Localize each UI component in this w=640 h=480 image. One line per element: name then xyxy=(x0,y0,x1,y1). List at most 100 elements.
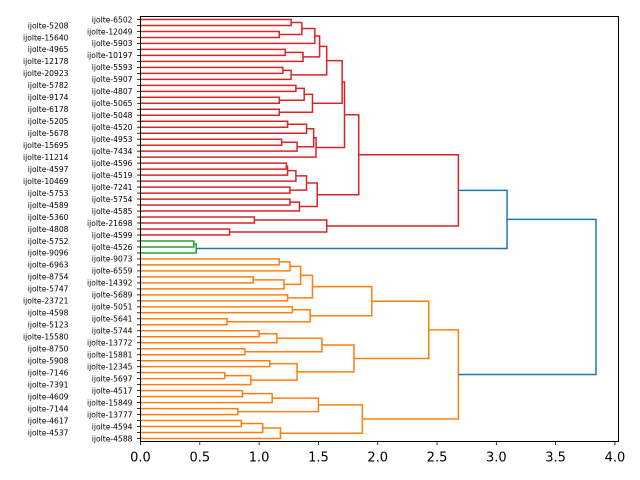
dendrogram-link xyxy=(196,189,508,250)
leaf-label: ijolte-10197 xyxy=(87,51,133,60)
leaf-label: ijolte-4597 xyxy=(28,165,69,174)
leaf-label: ijolte-10469 xyxy=(23,177,69,186)
leaf-label: ijolte-9096 xyxy=(28,249,69,258)
leaf-label: ijolte-5048 xyxy=(92,111,133,120)
leaf-label: ijolte-15640 xyxy=(23,33,69,42)
leaf-label: ijolte-8754 xyxy=(28,273,69,282)
leaf-label: ijolte-13772 xyxy=(87,339,133,348)
dendrogram-link xyxy=(140,374,252,386)
dendrogram-link xyxy=(140,333,278,344)
leaf-label: ijolte-7146 xyxy=(28,368,69,377)
dendrogram-links xyxy=(140,18,597,440)
dendrogram-link xyxy=(316,81,346,149)
dendrogram-link xyxy=(140,258,281,266)
leaf-label: ijolte-9073 xyxy=(92,255,133,264)
dendrogram-link xyxy=(227,309,311,323)
leaf-label: ijolte-5641 xyxy=(92,315,133,324)
dendrogram-link xyxy=(280,404,364,435)
dendrogram-link xyxy=(140,419,243,428)
leaf-label: ijolte-4519 xyxy=(92,171,133,180)
dendrogram-link xyxy=(140,347,246,356)
x-tick-label: 0.5 xyxy=(189,451,210,466)
x-tick-label: 2.0 xyxy=(367,451,388,466)
leaf-labels: ijolte-6502 ijolte-5208 ijolte-12049 ijolte… xyxy=(23,15,141,443)
dendrogram-link xyxy=(302,35,321,58)
dendrogram-link xyxy=(291,45,328,76)
dendrogram-link xyxy=(287,274,314,299)
leaf-label: ijolte-4589 xyxy=(28,201,69,210)
dendrogram-link xyxy=(140,276,254,284)
leaf-label: ijolte-4617 xyxy=(28,416,69,425)
leaf-label: ijolte-4594 xyxy=(92,422,133,431)
dendrogram-link xyxy=(140,261,291,272)
leaf-label: ijolte-4526 xyxy=(92,243,133,252)
dendrogram-link xyxy=(140,427,282,440)
leaf-label: ijolte-15849 xyxy=(87,398,133,407)
leaf-label: ijolte-12178 xyxy=(23,57,69,66)
dendrogram-link xyxy=(299,182,318,208)
leaf-label: ijolte-15580 xyxy=(23,333,69,342)
dendrogram-link xyxy=(140,141,298,152)
leaf-label: ijolte-6502 xyxy=(92,15,133,24)
leaf-label: ijolte-8750 xyxy=(28,345,69,354)
leaf-label: ijolte-5908 xyxy=(28,356,69,365)
leaf-label: ijolte-4965 xyxy=(28,45,69,54)
leaf-label: ijolte-5697 xyxy=(92,374,133,383)
leaf-label: ijolte-5744 xyxy=(92,327,133,336)
dendrogram-link xyxy=(326,153,460,227)
leaf-label: ijolte-23721 xyxy=(23,297,69,306)
dendrogram-link xyxy=(140,136,317,158)
leaf-label: ijolte-4953 xyxy=(92,135,133,144)
dendrogram-link xyxy=(310,285,373,317)
leaf-label: ijolte-15695 xyxy=(23,141,69,150)
leaf-label: ijolte-7391 xyxy=(28,380,69,389)
dendrogram-link xyxy=(140,359,271,368)
leaf-label: ijolte-4520 xyxy=(92,123,133,132)
x-tick-label: 1.0 xyxy=(249,451,270,466)
dendrogram-link xyxy=(140,228,231,236)
leaf-label: ijolte-4808 xyxy=(28,225,69,234)
dendrogram-link xyxy=(140,48,286,57)
leaf-label: ijolte-6178 xyxy=(28,105,69,114)
dendrogram-link xyxy=(297,344,355,373)
leaf-label: ijolte-15881 xyxy=(87,351,133,360)
dendrogram-link xyxy=(140,18,292,27)
dendrogram-link xyxy=(140,306,294,314)
leaf-label: ijolte-4599 xyxy=(92,231,133,240)
x-tick-label: 3.0 xyxy=(486,451,507,466)
leaf-label: ijolte-7144 xyxy=(28,404,69,413)
leaf-label: ijolte-5753 xyxy=(28,189,69,198)
leaf-label: ijolte-5360 xyxy=(28,213,69,222)
dendrogram-link xyxy=(140,392,273,404)
leaf-label: ijolte-5051 xyxy=(92,303,133,312)
dendrogram-link xyxy=(140,162,288,170)
dendrogram-link xyxy=(140,198,291,206)
leaf-label: ijolte-20923 xyxy=(23,69,69,78)
dendrogram-link xyxy=(279,93,314,114)
leaf-label: ijolte-5903 xyxy=(92,39,133,48)
leaf-label: ijolte-12345 xyxy=(87,362,133,371)
dendrogram-link xyxy=(140,69,292,81)
leaf-label: ijolte-21698 xyxy=(87,219,133,228)
leaf-label: ijolte-5208 xyxy=(28,21,69,30)
leaf-label: ijolte-5782 xyxy=(28,81,69,90)
leaf-label: ijolte-6559 xyxy=(92,267,133,276)
dendrogram-link xyxy=(140,294,289,302)
dendrogram-link xyxy=(289,175,308,191)
leaf-label: ijolte-14392 xyxy=(87,279,133,288)
x-tick-label: 3.5 xyxy=(545,451,566,466)
dendrogram-link xyxy=(140,318,228,326)
leaf-label: ijolte-4598 xyxy=(28,309,69,318)
leaf-label: ijolte-4517 xyxy=(92,386,133,395)
leaf-label: ijolte-5689 xyxy=(92,291,133,300)
dendrogram-link xyxy=(140,389,244,398)
leaf-label: ijolte-5205 xyxy=(28,117,69,126)
leaf-label: ijolte-5754 xyxy=(92,195,133,204)
dendrogram-link xyxy=(140,279,285,290)
dendrogram-link xyxy=(140,407,239,416)
leaf-label: ijolte-5065 xyxy=(92,99,133,108)
leaf-label: ijolte-5907 xyxy=(92,75,133,84)
dendrogram-link xyxy=(237,397,320,413)
dendrogram-link xyxy=(284,265,302,286)
x-tick-label: 0.0 xyxy=(130,451,151,466)
